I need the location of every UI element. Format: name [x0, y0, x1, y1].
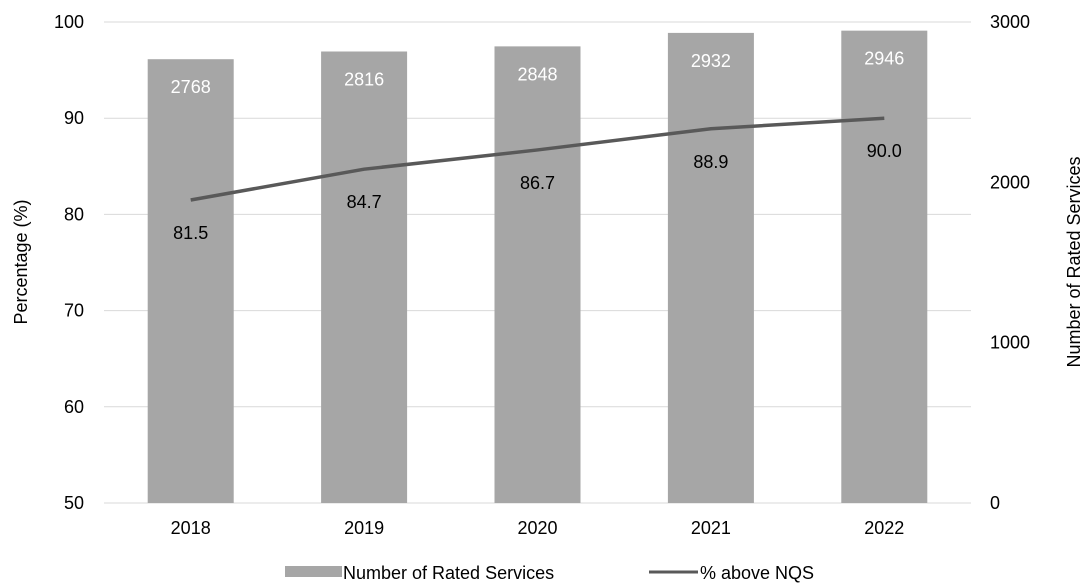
left-axis-ticks: 50 60 70 80 90 100 [54, 12, 84, 513]
bar-2020 [494, 46, 581, 503]
line-value-label: 90.0 [867, 141, 902, 161]
right-axis-ticks: 0 1000 2000 3000 [990, 12, 1030, 513]
legend-label-bars: Number of Rated Services [343, 563, 554, 583]
bar-2022 [841, 30, 928, 504]
bar-value-label: 2848 [517, 64, 557, 84]
bar-value-label: 2946 [864, 49, 904, 69]
x-tick-label: 2022 [864, 518, 904, 538]
x-tick-label: 2018 [171, 518, 211, 538]
bar-2021 [667, 32, 754, 503]
bar-value-label: 2932 [691, 51, 731, 71]
left-tick-label: 60 [64, 397, 84, 417]
line-value-label: 84.7 [347, 192, 382, 212]
line-series [190, 116, 885, 202]
x-tick-label: 2019 [344, 518, 384, 538]
legend-swatch-bars [285, 566, 342, 577]
right-tick-label: 2000 [990, 172, 1030, 192]
bar-value-labels: 2768 2816 2848 2932 2946 [171, 49, 905, 98]
x-tick-label: 2021 [691, 518, 731, 538]
line-value-label: 86.7 [520, 173, 555, 193]
legend-label-line: % above NQS [700, 563, 814, 583]
line-value-label: 81.5 [173, 223, 208, 243]
bar-2019 [321, 51, 408, 503]
line-value-labels: 81.5 84.7 86.7 88.9 90.0 [173, 141, 902, 243]
x-axis-ticks: 2018 2019 2020 2021 2022 [171, 518, 905, 538]
line-value-label: 88.9 [693, 152, 728, 172]
left-axis-title: Percentage (%) [11, 199, 31, 324]
right-tick-label: 3000 [990, 12, 1030, 32]
left-tick-label: 80 [64, 204, 84, 224]
left-tick-label: 90 [64, 108, 84, 128]
bar-value-label: 2816 [344, 70, 384, 90]
right-tick-label: 1000 [990, 333, 1030, 353]
line-path [190, 116, 885, 202]
left-tick-label: 50 [64, 493, 84, 513]
left-tick-label: 100 [54, 12, 84, 32]
bar-value-label: 2768 [171, 77, 211, 97]
right-axis-title: Number of Rated Services [1064, 156, 1084, 367]
right-tick-label: 0 [990, 493, 1000, 513]
bar-2018 [147, 59, 234, 504]
legend: Number of Rated Services % above NQS [285, 563, 814, 583]
left-tick-label: 70 [64, 301, 84, 321]
bar-series [147, 30, 928, 504]
x-tick-label: 2020 [517, 518, 557, 538]
